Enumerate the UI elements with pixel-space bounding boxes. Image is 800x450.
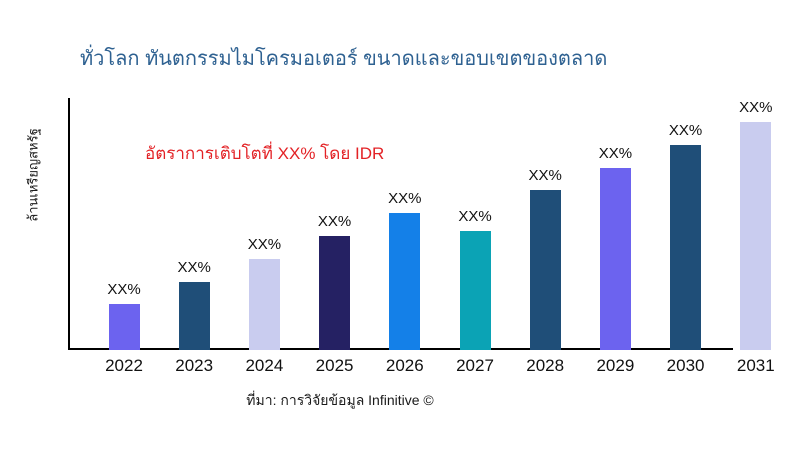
bar-value-label-2029: XX% [598, 144, 633, 162]
x-tick-2026: 2026 [385, 356, 424, 375]
plot-area: XX% 2022 XX% 2023 XX% 2024 XX% 2025 XX% 2026 XX% 20… [68, 98, 780, 375]
x-tick-2028: 2028 [526, 356, 565, 375]
x-tick-2024: 2024 [245, 356, 284, 375]
bar-group-2030: XX% [651, 122, 721, 350]
y-axis-label: ล้านเหรียญสหรัฐ [25, 128, 41, 222]
bar-value-label-2024: XX% [247, 235, 282, 253]
bar-group-2028: XX% [510, 167, 580, 350]
bar-group-2029: XX% [580, 145, 650, 350]
bar-group-2025: XX% [300, 213, 370, 350]
x-tick-2022: 2022 [105, 356, 143, 375]
bar-2029 [599, 167, 631, 350]
bar-value-label-2022: XX% [107, 281, 141, 299]
bar-group-2026: XX% [370, 190, 440, 350]
bar-group-2027: XX% [440, 208, 510, 350]
source-text: ที่มา: การวิจัยข้อมูล Infinitive © [246, 392, 434, 408]
bar-group-2031: XX% [721, 99, 791, 350]
x-tick-2027: 2027 [456, 356, 494, 375]
bar-value-label-2025: XX% [317, 213, 352, 230]
chart-title: ทั่วโลก ทันตกรรมไมโครมอเตอร์ ขนาดและขอบเ… [80, 48, 608, 70]
bar-group-2023: XX% [159, 259, 229, 350]
bar-2023 [178, 281, 210, 350]
bar-value-label-2026: XX% [388, 190, 422, 208]
bar-group-2024: XX% [229, 236, 299, 350]
bar-2024 [248, 258, 280, 350]
bar-2028 [529, 190, 561, 350]
y-axis-line [68, 98, 70, 350]
x-tick-2031: 2031 [736, 356, 775, 375]
bar-2022 [108, 304, 140, 350]
bar-group-2022: XX% [89, 281, 159, 350]
bar-2026 [389, 213, 421, 350]
bar-2025 [319, 236, 351, 350]
bar-value-label-2028: XX% [528, 167, 562, 185]
bar-2027 [459, 231, 491, 350]
x-tick-2025: 2025 [315, 356, 354, 375]
x-tick-2030: 2030 [666, 356, 705, 375]
growth-annotation: อัตราการเติบโตที่ XX% โดย IDR [145, 144, 385, 163]
bar-2031 [740, 122, 772, 350]
bar-value-label-2023: XX% [177, 258, 211, 276]
x-tick-2029: 2029 [596, 356, 635, 375]
bar-2030 [670, 144, 702, 350]
x-tick-2023: 2023 [175, 356, 214, 375]
bar-value-label-2030: XX% [668, 121, 703, 139]
bar-value-label-2027: XX% [458, 208, 492, 226]
bar-value-label-2031: XX% [739, 99, 773, 116]
